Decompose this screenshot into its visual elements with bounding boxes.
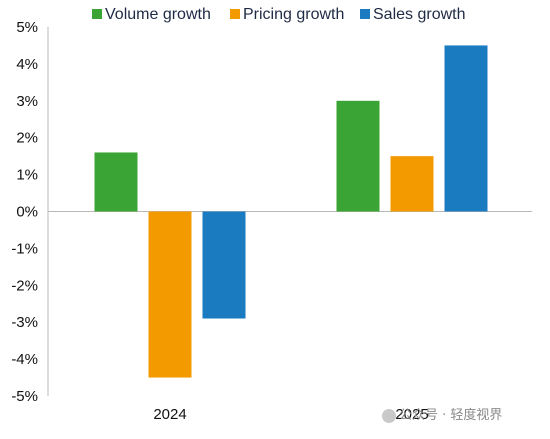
category-label: 2025 [395, 406, 428, 423]
y-tick-label: 4% [16, 56, 38, 73]
y-tick-label: -5% [11, 388, 38, 405]
category-labels: 2024 2025 [153, 406, 428, 423]
wechat-logo-icon [382, 408, 396, 423]
y-tick-label: 1% [16, 167, 38, 184]
y-tick-label: 5% [16, 19, 38, 36]
watermark: 公众号 · 轻度视界 [382, 404, 502, 423]
bar [336, 100, 380, 212]
category-label: 2024 [153, 406, 186, 423]
bar [444, 45, 488, 212]
bar [94, 152, 138, 212]
bars [94, 45, 488, 378]
y-tick-label: 3% [16, 93, 38, 110]
legend: Volume growth Pricing growth Sales growth [92, 6, 466, 23]
y-tick-labels: 5% 4% 3% 2% 1% 0% -1% -2% -3% -4% -5% [11, 19, 38, 405]
y-tick-label: -3% [11, 314, 38, 331]
watermark-text: 公众号 · 轻度视界 [399, 408, 503, 423]
legend-label: Sales growth [373, 6, 466, 23]
bar [390, 156, 434, 212]
bar [202, 211, 246, 319]
y-tick-label: 0% [16, 204, 38, 221]
y-tick-label: -4% [11, 351, 38, 368]
y-tick-label: -1% [11, 240, 38, 257]
legend-label: Pricing growth [243, 6, 344, 23]
y-tick-label: -2% [11, 277, 38, 294]
legend-swatch [92, 9, 102, 19]
legend-swatch [360, 9, 370, 19]
y-tick-label: 2% [16, 130, 38, 147]
legend-swatch [230, 9, 240, 19]
bar [148, 211, 192, 378]
legend-label: Volume growth [105, 6, 211, 23]
